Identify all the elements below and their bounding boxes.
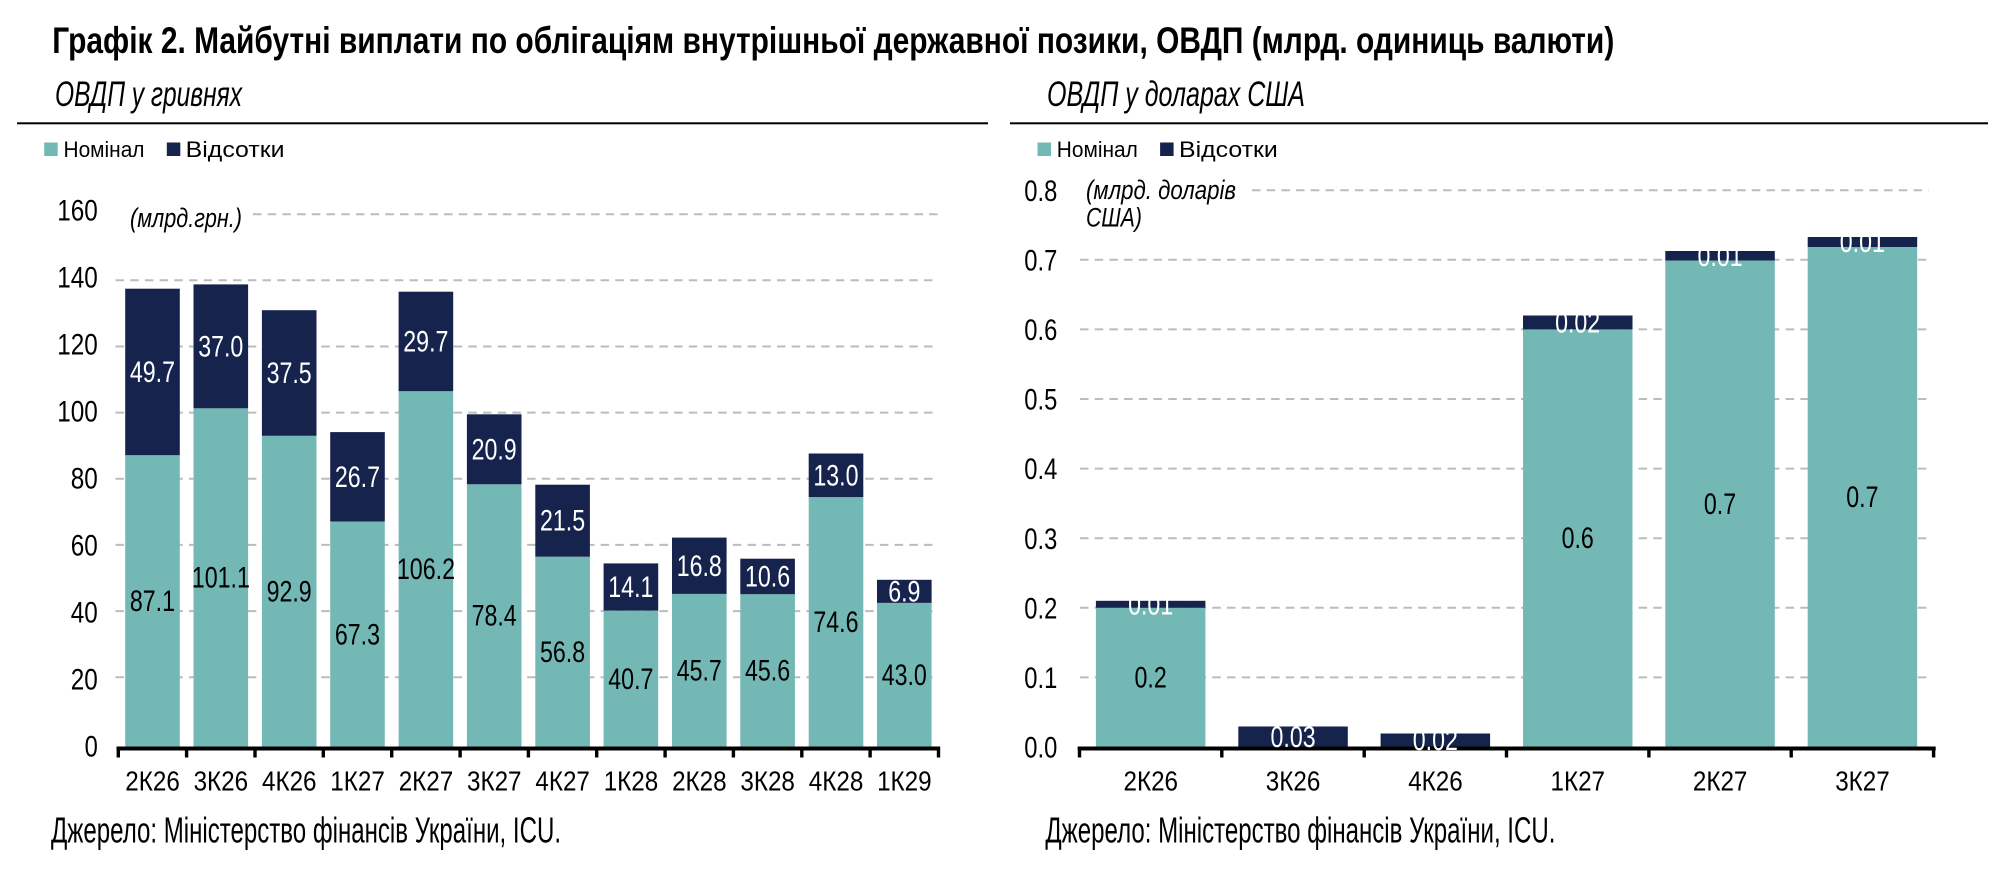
svg-text:26.7: 26.7 xyxy=(335,461,380,494)
svg-text:74.6: 74.6 xyxy=(813,606,858,639)
svg-text:4К28: 4К28 xyxy=(809,766,864,797)
svg-text:Номінал: Номінал xyxy=(1057,137,1138,162)
svg-text:(млрд.грн.): (млрд.грн.) xyxy=(130,203,242,233)
svg-text:0: 0 xyxy=(85,731,98,764)
svg-text:1К27: 1К27 xyxy=(1551,766,1606,797)
svg-text:Відсотки: Відсотки xyxy=(186,137,285,162)
svg-text:45.6: 45.6 xyxy=(745,655,790,688)
svg-text:Номінал: Номінал xyxy=(64,137,145,162)
svg-text:1К29: 1К29 xyxy=(877,766,932,797)
svg-text:0.5: 0.5 xyxy=(1024,384,1057,417)
svg-text:120: 120 xyxy=(57,329,98,362)
svg-text:0.2: 0.2 xyxy=(1024,592,1057,625)
svg-text:ОВДП у гривнях: ОВДП у гривнях xyxy=(55,75,243,114)
svg-text:Джерело: Міністерство фінансів: Джерело: Міністерство фінансів України, … xyxy=(51,809,561,850)
svg-text:0.6: 0.6 xyxy=(1562,522,1594,555)
svg-text:40.7: 40.7 xyxy=(608,663,653,696)
svg-text:60: 60 xyxy=(71,530,98,563)
svg-text:20: 20 xyxy=(71,664,98,697)
svg-text:43.0: 43.0 xyxy=(882,659,927,692)
svg-text:2К27: 2К27 xyxy=(399,766,454,797)
svg-text:0.01: 0.01 xyxy=(1128,588,1173,621)
svg-text:3К27: 3К27 xyxy=(467,766,522,797)
svg-text:0.0: 0.0 xyxy=(1024,732,1057,765)
svg-text:0.8: 0.8 xyxy=(1024,175,1057,208)
svg-text:2К26: 2К26 xyxy=(1124,766,1179,797)
svg-text:29.7: 29.7 xyxy=(403,326,448,359)
svg-text:37.5: 37.5 xyxy=(267,357,312,390)
svg-text:80: 80 xyxy=(71,463,98,496)
svg-text:3К26: 3К26 xyxy=(1266,766,1321,797)
svg-text:Джерело: Міністерство фінансів: Джерело: Міністерство фінансів України, … xyxy=(1045,809,1555,850)
svg-text:3К28: 3К28 xyxy=(740,766,795,797)
svg-text:0.1: 0.1 xyxy=(1024,662,1057,695)
svg-text:45.7: 45.7 xyxy=(677,655,722,688)
svg-text:0.6: 0.6 xyxy=(1024,314,1057,347)
svg-text:Відсотки: Відсотки xyxy=(1179,137,1278,162)
svg-text:78.4: 78.4 xyxy=(472,600,517,633)
svg-text:16.8: 16.8 xyxy=(677,550,722,583)
svg-text:10.6: 10.6 xyxy=(745,561,790,594)
svg-text:4К27: 4К27 xyxy=(535,766,590,797)
svg-text:4К26: 4К26 xyxy=(1408,766,1463,797)
svg-text:2К27: 2К27 xyxy=(1693,766,1748,797)
svg-text:100: 100 xyxy=(57,396,98,429)
svg-text:0.02: 0.02 xyxy=(1413,724,1458,757)
svg-text:14.1: 14.1 xyxy=(608,571,653,604)
svg-text:США): США) xyxy=(1086,203,1142,233)
svg-text:0.4: 0.4 xyxy=(1024,453,1057,486)
svg-text:0.2: 0.2 xyxy=(1135,661,1167,694)
svg-text:49.7: 49.7 xyxy=(130,356,175,389)
svg-text:3К26: 3К26 xyxy=(194,766,249,797)
svg-text:0.3: 0.3 xyxy=(1024,523,1057,556)
svg-text:0.03: 0.03 xyxy=(1271,721,1316,754)
svg-text:0.7: 0.7 xyxy=(1846,481,1878,514)
svg-text:Графік 2. Майбутні виплати по: Графік 2. Майбутні виплати по облігаціям… xyxy=(52,20,1614,61)
svg-text:2К26: 2К26 xyxy=(125,766,180,797)
svg-text:(млрд. доларів: (млрд. доларів xyxy=(1086,175,1236,205)
svg-text:0.01: 0.01 xyxy=(1840,226,1885,259)
svg-text:106.2: 106.2 xyxy=(397,553,455,586)
svg-text:21.5: 21.5 xyxy=(540,505,585,538)
svg-text:6.9: 6.9 xyxy=(888,575,920,608)
svg-text:0.02: 0.02 xyxy=(1555,306,1600,339)
svg-text:3К27: 3К27 xyxy=(1835,766,1890,797)
svg-text:ОВДП у доларах США: ОВДП у доларах США xyxy=(1047,75,1305,114)
svg-text:101.1: 101.1 xyxy=(192,562,250,595)
svg-text:40: 40 xyxy=(71,597,98,630)
svg-text:56.8: 56.8 xyxy=(540,636,585,669)
svg-text:160: 160 xyxy=(57,195,98,228)
svg-text:0.7: 0.7 xyxy=(1024,244,1057,277)
svg-text:87.1: 87.1 xyxy=(130,585,175,618)
svg-text:1К28: 1К28 xyxy=(604,766,659,797)
svg-text:2К28: 2К28 xyxy=(672,766,727,797)
svg-text:0.7: 0.7 xyxy=(1704,488,1736,521)
svg-text:20.9: 20.9 xyxy=(472,433,517,466)
svg-text:0.01: 0.01 xyxy=(1698,240,1743,273)
svg-text:1К27: 1К27 xyxy=(330,766,385,797)
svg-text:4К26: 4К26 xyxy=(262,766,317,797)
svg-text:140: 140 xyxy=(57,262,98,295)
svg-text:13.0: 13.0 xyxy=(813,459,858,492)
svg-text:92.9: 92.9 xyxy=(267,575,312,608)
svg-text:67.3: 67.3 xyxy=(335,618,380,651)
svg-text:37.0: 37.0 xyxy=(198,330,243,363)
